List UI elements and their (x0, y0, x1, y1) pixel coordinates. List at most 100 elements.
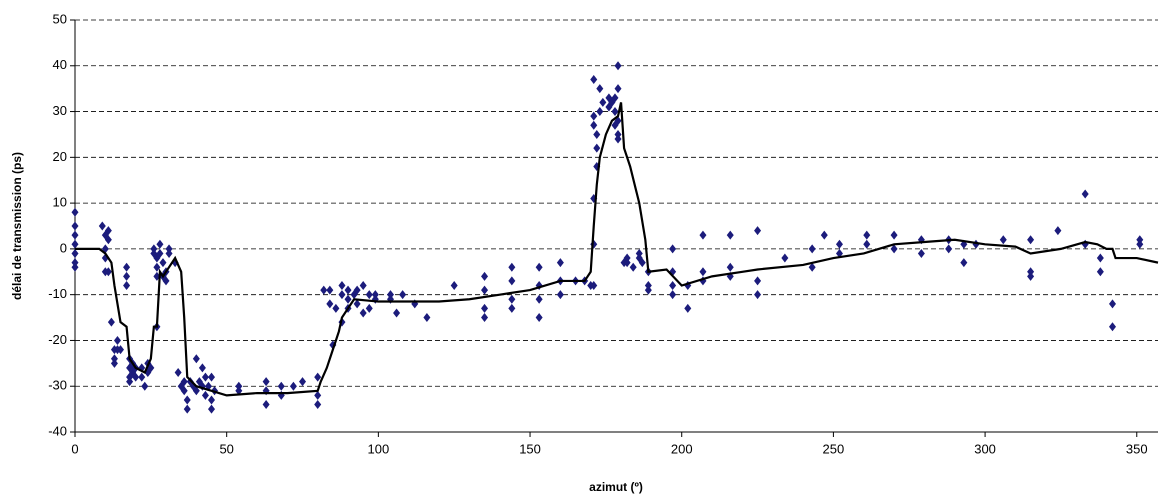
point (150, 244, 158, 254)
point (593, 143, 601, 153)
point (393, 308, 401, 318)
point (644, 285, 652, 295)
point (198, 363, 206, 373)
point (726, 230, 734, 240)
point (1136, 239, 1144, 249)
point (590, 281, 598, 291)
point (699, 267, 707, 277)
point (153, 262, 161, 272)
point (117, 345, 125, 355)
point (235, 381, 243, 391)
point (326, 299, 334, 309)
x-tick-label: 200 (671, 441, 693, 456)
point (1096, 253, 1104, 263)
point (669, 281, 677, 291)
point (1027, 267, 1035, 277)
point (423, 313, 431, 323)
point (556, 258, 564, 268)
point (344, 294, 352, 304)
point (162, 276, 170, 286)
x-tick-label: 250 (823, 441, 845, 456)
y-tick-label: 0 (60, 240, 67, 255)
point (611, 107, 619, 117)
x-tick-label: 0 (71, 441, 78, 456)
point (556, 290, 564, 300)
x-tick-label: 50 (219, 441, 233, 456)
point (890, 244, 898, 254)
point (123, 271, 131, 281)
x-tick-label: 100 (368, 441, 390, 456)
point (644, 281, 652, 291)
point (344, 285, 352, 295)
point (314, 372, 322, 382)
point (320, 285, 328, 295)
point (71, 221, 79, 231)
point (623, 258, 631, 268)
point (508, 294, 516, 304)
point (1108, 322, 1116, 332)
point (508, 303, 516, 313)
y-tick-label: -30 (48, 378, 67, 393)
point (535, 262, 543, 272)
point (353, 285, 361, 295)
point (98, 221, 106, 231)
point (156, 248, 164, 258)
point (365, 303, 373, 313)
point (835, 248, 843, 258)
point (614, 84, 622, 94)
point (535, 294, 543, 304)
point (614, 129, 622, 139)
point (699, 230, 707, 240)
point (481, 271, 489, 281)
point (808, 244, 816, 254)
point (359, 308, 367, 318)
point (754, 276, 762, 286)
point (593, 129, 601, 139)
point (590, 111, 598, 121)
point (147, 363, 155, 373)
point (614, 134, 622, 144)
point (289, 381, 297, 391)
point (808, 262, 816, 272)
y-tick-label: -20 (48, 332, 67, 347)
point (208, 404, 216, 414)
point (277, 381, 285, 391)
point (192, 354, 200, 364)
point (353, 299, 361, 309)
point (314, 400, 322, 410)
point (314, 390, 322, 400)
point (262, 377, 270, 387)
point (1108, 299, 1116, 309)
point (71, 258, 79, 268)
point (611, 93, 619, 103)
point (141, 381, 149, 391)
x-axis-label: azimut (º) (589, 480, 643, 494)
point (614, 61, 622, 71)
point (183, 395, 191, 405)
point (71, 207, 79, 217)
point (299, 377, 307, 387)
point (629, 262, 637, 272)
point (156, 239, 164, 249)
point (596, 107, 604, 117)
point (338, 290, 346, 300)
y-tick-label: 50 (53, 11, 67, 26)
point (481, 313, 489, 323)
point (599, 97, 607, 107)
point (338, 281, 346, 291)
point (596, 84, 604, 94)
y-tick-label: 20 (53, 149, 67, 164)
point (820, 230, 828, 240)
point (999, 235, 1007, 245)
point (481, 303, 489, 313)
y-axis-label: délai de transmission (ps) (10, 152, 24, 300)
point (208, 395, 216, 405)
point (235, 386, 243, 396)
point (132, 372, 140, 382)
point (450, 281, 458, 291)
point (359, 281, 367, 291)
point (71, 230, 79, 240)
point (481, 285, 489, 295)
point (754, 290, 762, 300)
